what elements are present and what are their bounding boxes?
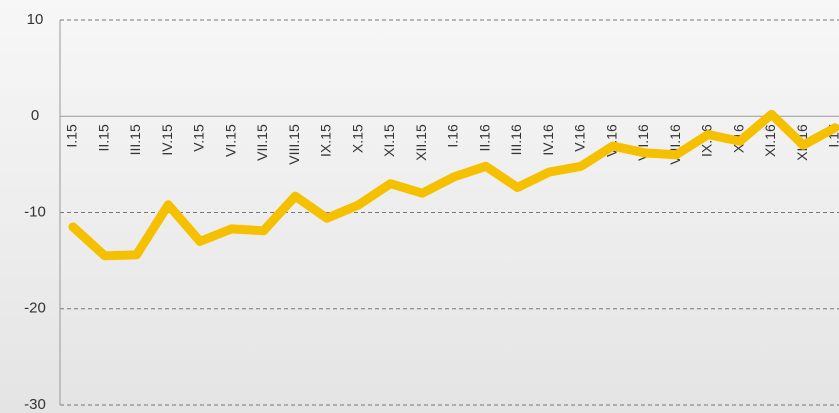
- y-tick-label: -10: [24, 203, 46, 220]
- x-tick-label: IV.16: [540, 124, 556, 156]
- x-tick-label: VIII.15: [286, 124, 302, 165]
- x-tick-label: IX.15: [318, 124, 334, 157]
- y-tick-label: -20: [24, 300, 46, 317]
- x-tick-label: II.15: [95, 124, 111, 151]
- x-tick-label: X.15: [349, 124, 365, 153]
- x-tick-label: I.16: [445, 124, 461, 148]
- y-tick-label: 0: [31, 107, 39, 124]
- x-tick-label: XI.16: [762, 124, 778, 157]
- x-tick-label: V.15: [191, 124, 207, 152]
- x-tick-label: VI.15: [222, 124, 238, 157]
- y-tick-label: 10: [27, 11, 44, 28]
- chart: -30 -20 -10 0 10 I.15 II.15 III.15 IV.15 V.15 VI.1…: [0, 0, 839, 413]
- x-tick-label: XII.15: [413, 124, 429, 161]
- x-tick-label: IV.15: [159, 124, 175, 156]
- x-tick-label: III.16: [508, 124, 524, 155]
- x-tick-label: VII.15: [254, 124, 270, 161]
- x-tick-label: XI.15: [381, 124, 397, 157]
- x-tick-label: II.16: [476, 124, 492, 151]
- x-tick-label: III.15: [127, 124, 143, 155]
- x-tick-label: V.16: [572, 124, 588, 152]
- x-tick-label: I.15: [64, 124, 80, 148]
- y-tick-label: -30: [24, 396, 46, 413]
